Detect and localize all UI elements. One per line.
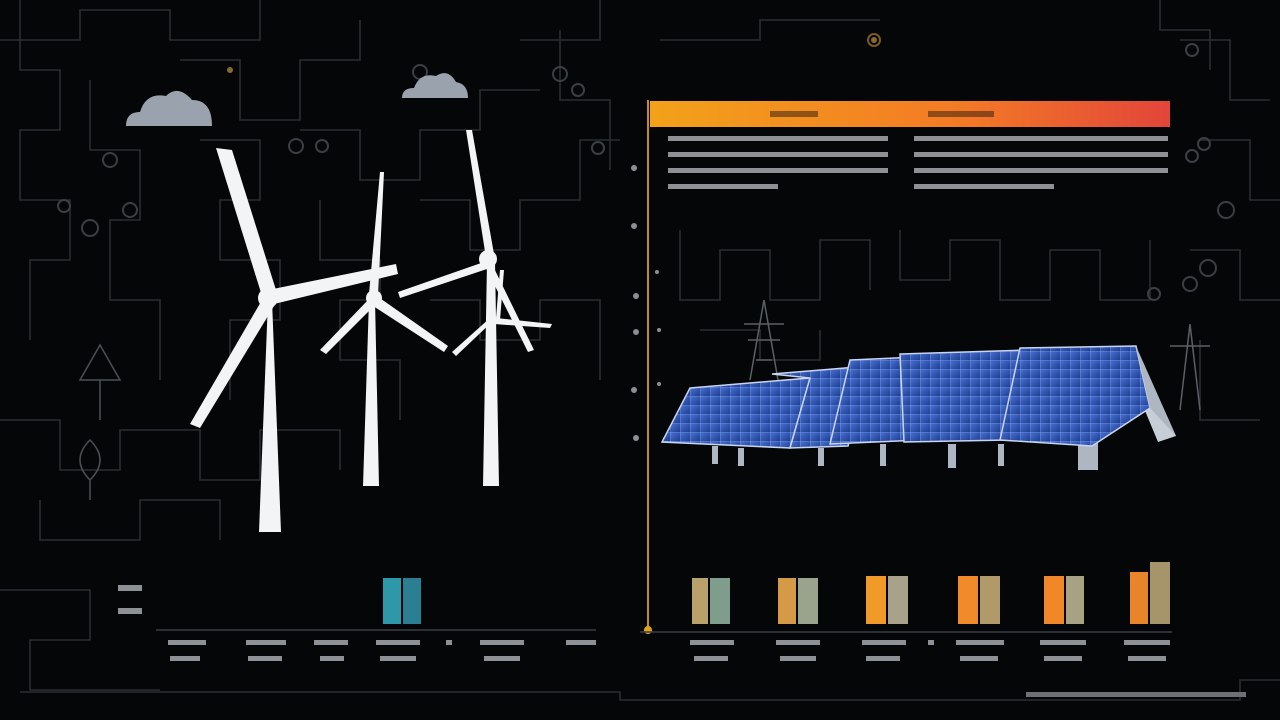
header-glyph [770,111,818,117]
right-bars [692,562,1170,624]
right-category-labels [690,640,1170,661]
wind-turbine-icon [452,270,552,356]
bar-group [692,578,730,624]
bar-group [778,578,818,624]
header-banner [650,101,1170,127]
description-text-blocks [668,136,1168,189]
timeline-axis [640,100,1172,634]
tree-icon [78,343,122,500]
header-glyph [928,111,994,117]
left-bar [383,578,421,624]
solar-panel-icon [660,345,1176,470]
left-axis-label [118,585,142,614]
footer-text [1026,692,1246,697]
axis-ticks [631,165,661,441]
cloud-icon [126,90,212,126]
wind-turbine-icon [190,148,398,532]
left-category-labels [168,640,596,661]
cloud-icon [402,73,468,98]
bar-group [1130,562,1170,624]
circuit-background [0,0,1280,701]
bar-group [866,576,908,624]
wind-turbine-icon [398,130,534,486]
bar-group [1044,576,1084,624]
power-pylon-icon [744,299,1210,411]
wind-turbine-icon [320,172,448,486]
bar-group [958,576,1000,624]
